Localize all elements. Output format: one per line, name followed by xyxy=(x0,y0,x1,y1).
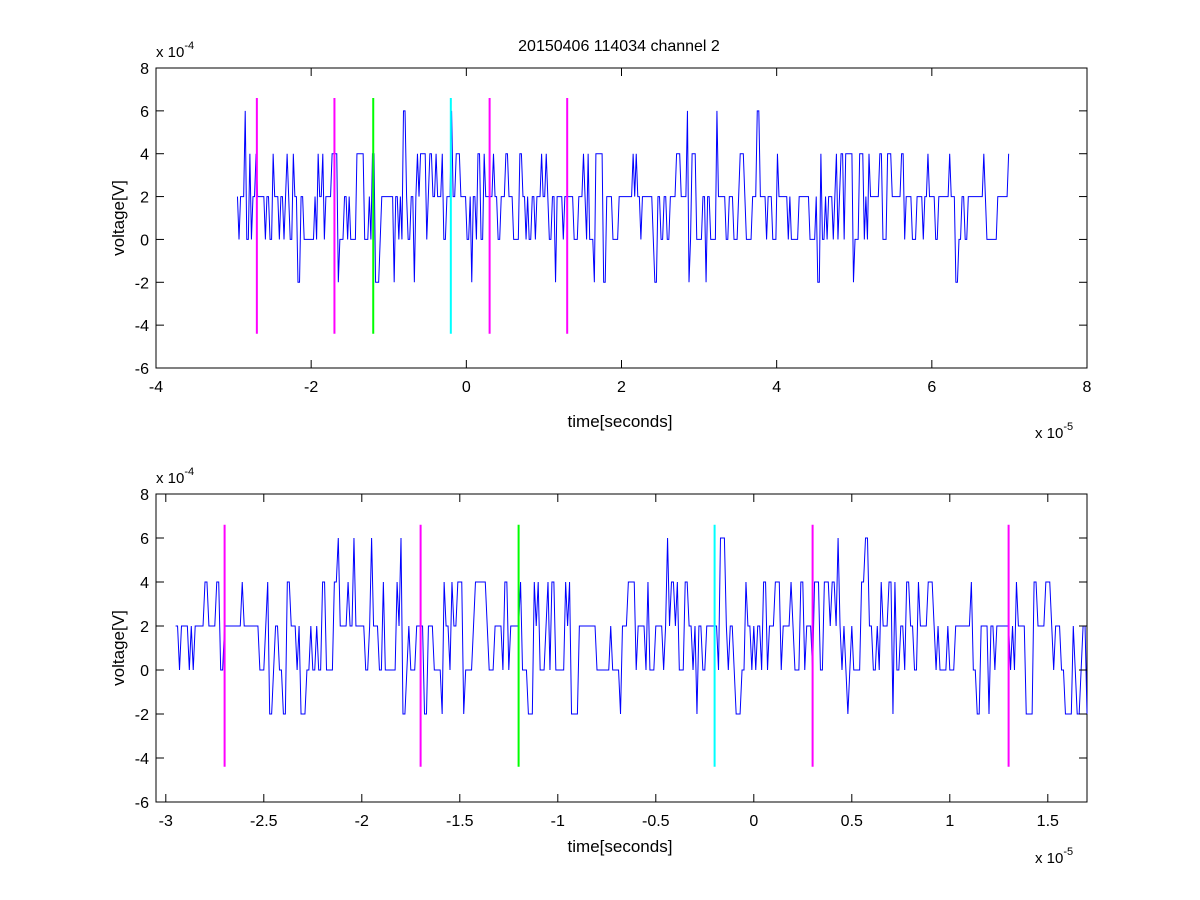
top-signal-layer xyxy=(236,110,1010,283)
bottom-x-tick-label-0: -3 xyxy=(159,813,173,830)
top-x-tick-label-2: 0 xyxy=(462,379,471,396)
top-x-axis-label: time[seconds] xyxy=(568,412,673,431)
bottom-signal-layer xyxy=(175,537,1088,715)
top-x-exponent-base: x 10 xyxy=(1035,425,1063,442)
top-y-tick-label-4: 2 xyxy=(140,190,149,207)
bottom-x-exponent-base: x 10 xyxy=(1035,850,1063,867)
bottom-x-ticks: -3 -2.5 -2 -1.5 -1 -0.5 0 0.5 1 1.5 xyxy=(159,494,1059,830)
bottom-y-tick-label-5: 4 xyxy=(140,575,149,592)
top-x-tick-label-6: 8 xyxy=(1083,379,1092,396)
bottom-y-axis-label: voltage[V] xyxy=(109,610,128,686)
top-x-tick-label-1: -2 xyxy=(304,379,318,396)
top-y-tick-label-5: 4 xyxy=(140,147,149,164)
bottom-event-markers xyxy=(223,524,1010,767)
top-x-tick-label-3: 2 xyxy=(617,379,626,396)
top-y-tick-label-0: -6 xyxy=(135,361,149,378)
figure-title: 20150406 114034 channel 2 xyxy=(518,38,720,55)
bottom-y-tick-label-4: 2 xyxy=(140,619,149,636)
top-y-ticks: -6 -4 -2 0 2 4 6 8 xyxy=(135,61,1087,378)
bottom-x-tick-label-5: -0.5 xyxy=(642,813,670,830)
top-x-exponent: x 10-5 xyxy=(1035,421,1073,442)
bottom-y-tick-label-2: -2 xyxy=(135,707,149,724)
top-x-tick-label-0: -4 xyxy=(149,379,163,396)
top-y-tick-label-2: -2 xyxy=(135,275,149,292)
top-y-exponent: x 10-4 xyxy=(156,40,194,61)
top-y-exponent-base: x 10 xyxy=(156,44,184,61)
bottom-y-tick-label-3: 0 xyxy=(140,663,149,680)
top-event-markers xyxy=(255,98,569,334)
bottom-x-tick-label-8: 1 xyxy=(945,813,954,830)
bottom-y-tick-label-6: 6 xyxy=(140,531,149,548)
bottom-x-tick-label-7: 0.5 xyxy=(841,813,863,830)
bottom-y-tick-label-0: -6 xyxy=(135,795,149,812)
top-y-tick-label-7: 8 xyxy=(140,61,149,78)
bottom-x-tick-label-6: 0 xyxy=(749,813,758,830)
top-y-tick-label-3: 0 xyxy=(140,232,149,249)
bottom-y-exponent: x 10-4 xyxy=(156,466,194,487)
top-y-tick-label-1: -4 xyxy=(135,318,149,335)
top-signal-trace-0 xyxy=(236,110,1010,283)
bottom-y-tick-label-1: -4 xyxy=(135,751,149,768)
top-x-ticks: -4 -2 0 2 4 6 8 xyxy=(149,68,1092,396)
bottom-x-axis-label: time[seconds] xyxy=(568,837,673,856)
top-y-exponent-power: -4 xyxy=(184,40,194,52)
bottom-x-exponent: x 10-5 xyxy=(1035,846,1073,867)
top-x-exponent-power: -5 xyxy=(1063,421,1073,433)
bottom-x-tick-label-3: -1.5 xyxy=(446,813,474,830)
top-axes-box xyxy=(155,67,1088,369)
bottom-y-exponent-base: x 10 xyxy=(156,470,184,487)
top-x-tick-label-4: 4 xyxy=(772,379,781,396)
bottom-subplot: -3 -2.5 -2 -1.5 -1 -0.5 0 0.5 1 1.5 -6 -4 -2 0 2 4 6 8 t… xyxy=(109,466,1088,867)
top-x-tick-label-5: 6 xyxy=(927,379,936,396)
bottom-x-tick-label-1: -2.5 xyxy=(250,813,278,830)
bottom-y-ticks: -6 -4 -2 0 2 4 6 8 xyxy=(135,487,1087,812)
bottom-x-exponent-power: -5 xyxy=(1063,846,1073,858)
bottom-x-tick-label-2: -2 xyxy=(355,813,369,830)
bottom-x-tick-label-4: -1 xyxy=(551,813,565,830)
bottom-x-tick-label-9: 1.5 xyxy=(1037,813,1059,830)
top-y-axis-label: voltage[V] xyxy=(109,180,128,256)
top-y-tick-label-6: 6 xyxy=(140,104,149,121)
bottom-y-tick-label-7: 8 xyxy=(140,487,149,504)
bottom-y-exponent-power: -4 xyxy=(184,466,194,478)
bottom-signal-trace-0 xyxy=(175,537,1088,715)
